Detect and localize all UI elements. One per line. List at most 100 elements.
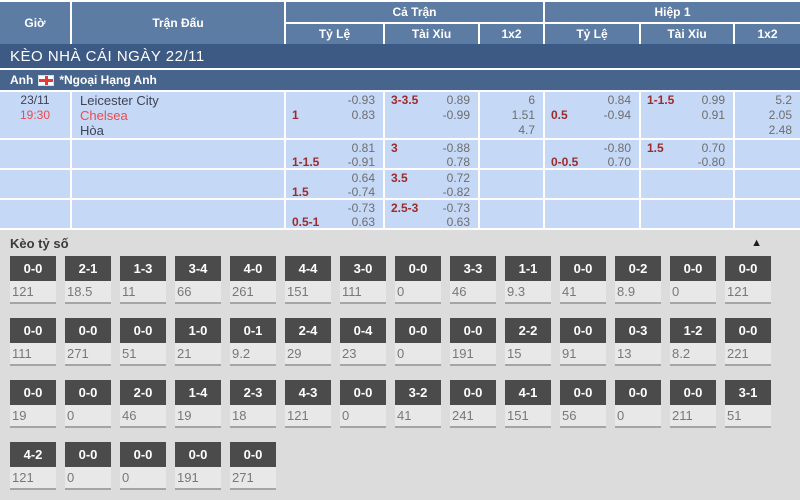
date-section-bar: KÈO NHÀ CÁI NGÀY 22/11 [0,44,800,68]
odds-value: -0.82 [442,185,470,198]
odds-value: 5.2 [775,93,792,107]
score-odds-box[interactable]: 0-0 211 [670,380,716,428]
ft-handicap-odds[interactable]: 0.81 1-1.5 -0.91 [286,140,383,168]
score-odds-box[interactable]: 0-0 191 [450,318,496,366]
h1-1x2-odds[interactable] [735,170,800,198]
score-odds-box[interactable]: 0-0 191 [175,442,221,490]
score-label: 1-3 [120,256,166,281]
score-odds-box[interactable]: 0-0 91 [560,318,606,366]
score-odds-box[interactable]: 1-2 8.2 [670,318,716,366]
ft-1x2-odds[interactable]: 6 1.51 4.7 [480,92,543,138]
h1-overunder-odds[interactable] [641,170,733,198]
h1-1x2-odds[interactable]: 5.2 2.05 2.48 [735,92,800,138]
ft-1x2-odds[interactable] [480,200,543,228]
score-odds-box[interactable]: 2-3 18 [230,380,276,428]
score-odds-value: 211 [670,405,716,428]
ft-handicap-odds[interactable]: -0.73 0.5-1 0.63 [286,200,383,228]
score-odds-box[interactable]: 0-2 8.9 [615,256,661,304]
overunder-line: 2.5-3 [391,201,419,215]
score-odds-box[interactable]: 0-0 241 [450,380,496,428]
score-odds-box[interactable]: 4-0 261 [230,256,276,304]
ft-handicap-odds[interactable]: 0.64 1.5 -0.74 [286,170,383,198]
score-odds-box[interactable]: 0-0 271 [230,442,276,490]
ft-1x2-odds[interactable] [480,170,543,198]
collapse-arrow-icon[interactable]: ▲ [751,237,762,249]
score-label: 2-3 [230,380,276,405]
score-odds-box[interactable]: 2-4 29 [285,318,331,366]
score-odds-value: 46 [120,405,166,428]
ft-handicap-odds[interactable]: -0.93 1 0.83 [286,92,383,138]
score-odds-box[interactable]: 0-0 0 [120,442,166,490]
score-odds-box[interactable]: 2-0 46 [120,380,166,428]
ft-overunder-odds[interactable]: 3 -0.88 0.78 [385,140,478,168]
score-odds-value: 151 [285,281,331,304]
score-odds-box[interactable]: 0-0 221 [725,318,771,366]
score-odds-box[interactable]: 4-4 151 [285,256,331,304]
score-odds-box[interactable]: 0-1 9.2 [230,318,276,366]
score-odds-box[interactable]: 0-0 56 [560,380,606,428]
score-odds-value: 21 [175,343,221,366]
league-bar[interactable]: Anh *Ngoại Hạng Anh [0,70,800,90]
ft-overunder-odds[interactable]: 3.5 0.72 -0.82 [385,170,478,198]
h1-overunder-odds[interactable] [641,200,733,228]
score-odds-box[interactable]: 3-1 51 [725,380,771,428]
score-odds-box[interactable]: 1-3 11 [120,256,166,304]
score-odds-box[interactable]: 1-0 21 [175,318,221,366]
score-odds-value: 121 [10,281,56,304]
odds-value: 0.84 [607,93,631,107]
ft-1x2-odds[interactable] [480,140,543,168]
score-label: 0-0 [450,380,496,405]
score-odds-box[interactable]: 0-0 0 [395,318,441,366]
score-odds-box[interactable]: 0-0 111 [10,318,56,366]
score-odds-box[interactable]: 3-3 46 [450,256,496,304]
score-odds-box[interactable]: 0-0 0 [65,442,111,490]
handicap-line: 0.5-1 [292,215,320,228]
score-odds-box[interactable]: 0-0 0 [340,380,386,428]
ft-overunder-odds[interactable]: 3-3.5 0.89 -0.99 [385,92,478,138]
score-odds-box[interactable]: 3-0 111 [340,256,386,304]
score-label: 0-0 [560,256,606,281]
score-odds-box[interactable]: 2-2 15 [505,318,551,366]
score-odds-box[interactable]: 0-3 13 [615,318,661,366]
score-odds-value: 0 [615,405,661,428]
overunder-line: 3 [391,141,398,155]
score-odds-box[interactable]: 1-1 9.3 [505,256,551,304]
score-label: 0-1 [230,318,276,343]
score-odds-box[interactable]: 0-0 19 [10,380,56,428]
score-odds-box[interactable]: 4-3 121 [285,380,331,428]
score-odds-value: 11 [120,281,166,304]
score-odds-box[interactable]: 0-0 121 [10,256,56,304]
score-odds-box[interactable]: 2-1 18.5 [65,256,111,304]
score-odds-box[interactable]: 0-0 121 [725,256,771,304]
h1-handicap-odds[interactable]: 0.84 0.5 -0.94 [545,92,639,138]
score-odds-box[interactable]: 3-4 66 [175,256,221,304]
score-odds-box[interactable]: 0-0 51 [120,318,166,366]
odds-value: 2.48 [768,123,792,137]
h1-overunder-odds[interactable]: 1-1.5 0.99 0.91 [641,92,733,138]
score-odds-box[interactable]: 4-2 121 [10,442,56,490]
score-odds-box[interactable]: 3-2 41 [395,380,441,428]
h1-handicap-odds[interactable]: -0.80 0-0.5 0.70 [545,140,639,168]
h1-handicap-odds[interactable] [545,200,639,228]
score-label: 0-0 [615,380,661,405]
h1-1x2-odds[interactable] [735,200,800,228]
ft-overunder-odds[interactable]: 2.5-3 -0.73 0.63 [385,200,478,228]
score-odds-box[interactable]: 0-0 0 [395,256,441,304]
score-odds-box[interactable]: 0-0 0 [615,380,661,428]
score-odds-box[interactable]: 0-4 23 [340,318,386,366]
h1-overunder-odds[interactable]: 1.5 0.70 -0.80 [641,140,733,168]
score-odds-box[interactable]: 0-0 271 [65,318,111,366]
h1-handicap-odds[interactable] [545,170,639,198]
score-odds-box[interactable]: 1-4 19 [175,380,221,428]
score-label: 3-1 [725,380,771,405]
score-odds-box[interactable]: 0-0 0 [670,256,716,304]
score-label: 0-0 [120,442,166,467]
score-odds-box[interactable]: 4-1 151 [505,380,551,428]
score-row: 0-0 121 2-1 18.5 1-3 11 3-4 66 4-0 261 4-4 151 3-0 11… [10,256,800,304]
col-group-full-match: Cả Trận [286,2,543,22]
h1-1x2-odds[interactable] [735,140,800,168]
score-odds-box[interactable]: 0-0 0 [65,380,111,428]
overunder-line: 1.5 [647,141,664,155]
score-odds-box[interactable]: 0-0 41 [560,256,606,304]
score-odds-value: 91 [560,343,606,366]
